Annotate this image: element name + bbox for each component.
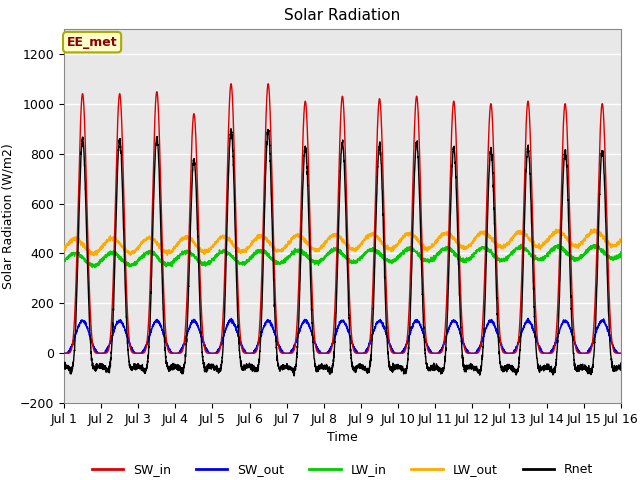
LW_in [91,265,99,271]
X-axis label: Time: Time [327,432,358,444]
LW_out [60,245,68,251]
Line: SW_in: SW_in [64,84,621,353]
SW_out [499,345,506,351]
LW_in [436,250,444,255]
Text: EE_met: EE_met [67,36,117,48]
SW_in [436,350,444,356]
Rnet [322,365,330,371]
Rnet [60,362,68,368]
SW_out [436,348,444,353]
SW_in [499,349,507,355]
SW_out [617,350,625,356]
Line: LW_in: LW_in [64,244,621,268]
Line: LW_out: LW_out [64,229,621,256]
LW_in [616,255,624,261]
SW_in [617,350,625,356]
SW_out [616,350,624,356]
SW_in [227,81,235,86]
LW_in [161,260,168,266]
SW_in [322,350,330,356]
SW_out [322,350,330,356]
LW_out [436,234,444,240]
LW_out [467,240,475,246]
LW_out [616,240,624,246]
Rnet [436,368,444,373]
SW_in [60,350,68,356]
LW_out [591,226,598,232]
Rnet [291,373,298,379]
Legend: SW_in, SW_out, LW_in, LW_out, Rnet: SW_in, SW_out, LW_in, LW_out, Rnet [87,458,598,480]
Y-axis label: Solar Radiation (W/m2): Solar Radiation (W/m2) [1,143,14,289]
LW_out [322,240,330,246]
Rnet [227,126,235,132]
Rnet [499,369,507,375]
SW_out [524,315,532,321]
Rnet [160,329,168,335]
Title: Solar Radiation: Solar Radiation [284,9,401,24]
SW_out [160,332,168,338]
Rnet [616,365,624,371]
Rnet [468,366,476,372]
SW_out [60,350,68,356]
Line: Rnet: Rnet [64,129,621,376]
LW_out [617,239,625,245]
LW_in [467,253,475,259]
SW_in [160,298,168,304]
LW_out [90,253,98,259]
Rnet [617,360,625,366]
LW_in [499,257,507,263]
LW_out [499,246,507,252]
SW_out [467,350,475,356]
LW_in [617,249,625,255]
Line: SW_out: SW_out [64,318,621,353]
SW_in [467,350,475,356]
LW_in [322,254,330,260]
LW_in [60,257,68,263]
LW_in [517,241,525,247]
SW_in [616,350,624,356]
LW_out [161,247,168,253]
